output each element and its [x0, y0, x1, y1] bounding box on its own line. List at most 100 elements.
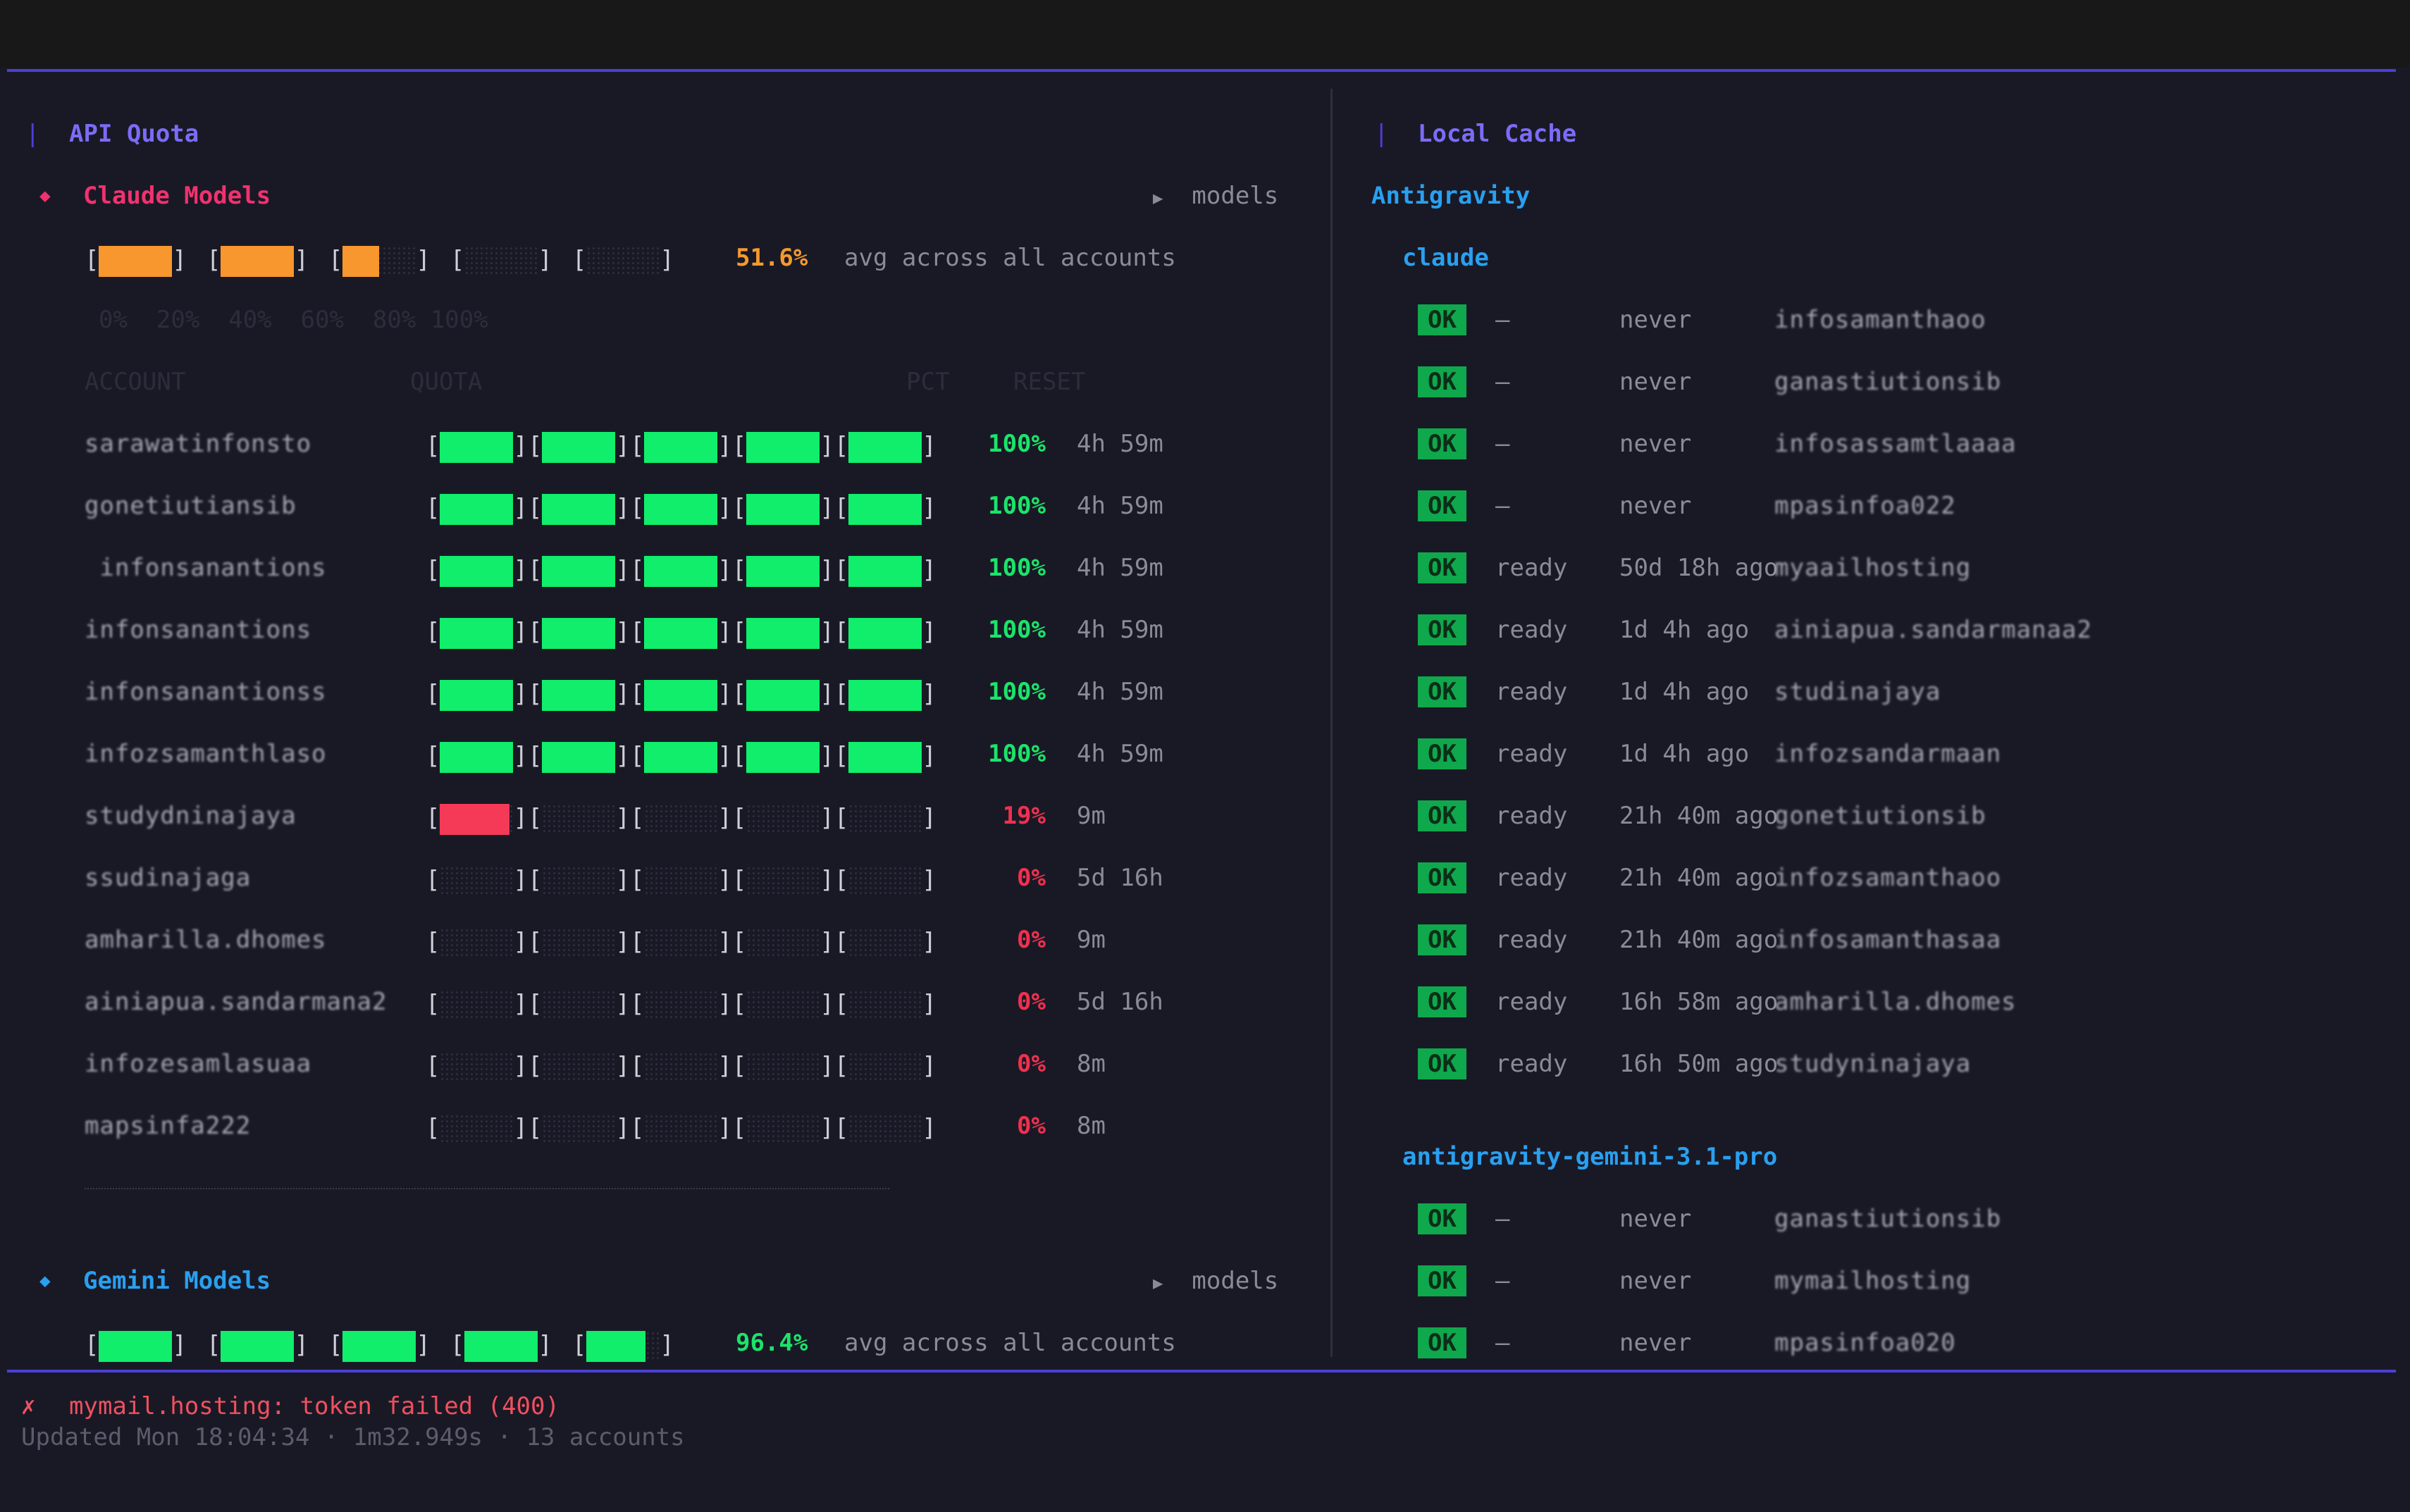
account-name: studydninajaya — [85, 802, 297, 830]
cache-account: mpasinfoa020 — [1774, 1329, 1956, 1357]
quota-slot — [644, 865, 718, 897]
quota-fill — [644, 741, 718, 773]
quota-fill — [746, 679, 820, 711]
bracket: [ — [426, 1052, 440, 1080]
quota-fill — [542, 493, 616, 525]
account-name: mapsinfa222 — [85, 1112, 252, 1140]
bracket: ] — [717, 432, 732, 460]
status-badge: OK — [1418, 676, 1466, 707]
status-badge: OK — [1418, 986, 1466, 1017]
bracket: ] — [922, 1114, 937, 1142]
quota-segment: [] — [731, 678, 834, 711]
cache-account: infosassamtlaaaa — [1774, 430, 2017, 458]
quota-fill — [440, 617, 514, 649]
account-reset: 4h 59m — [1077, 740, 1163, 768]
gemini-models-toggle[interactable]: ▶ models — [1153, 1265, 1278, 1299]
quota-fill — [644, 617, 718, 649]
account-reset: 9m — [1077, 802, 1106, 830]
local-cache-title: Local Cache — [1418, 120, 1577, 148]
quota-segment: [] — [528, 803, 630, 835]
status-badge: OK — [1418, 738, 1466, 769]
diamond-icon: ◆ — [39, 185, 51, 206]
bracket: [ — [426, 618, 440, 646]
cache-group-title: claude — [1402, 244, 1489, 272]
panel-divider — [1330, 89, 1333, 1357]
bracket: [ — [426, 432, 440, 460]
quota-slot — [440, 1113, 514, 1145]
quota-segment: [] — [528, 554, 630, 587]
quota-slot — [440, 927, 514, 959]
diamond-icon: ◆ — [39, 1270, 51, 1291]
quota-bar: [][][][][] — [426, 802, 937, 835]
cache-state: – — [1495, 1205, 1510, 1233]
bracket: [ — [571, 1331, 587, 1359]
bracket: [ — [629, 866, 645, 894]
cache-group-title: antigravity-gemini-3.1-pro — [1402, 1143, 1778, 1171]
quota-slot — [221, 1330, 295, 1362]
account-pct: 0% — [1017, 988, 1046, 1016]
bracket: ] — [717, 928, 732, 956]
ok-badge: OK — [1418, 614, 1466, 645]
bracket: ] — [820, 804, 834, 832]
cache-account: infosamanthasaa — [1774, 926, 2002, 954]
quota-slot — [542, 1113, 616, 1145]
models-label: models — [1192, 182, 1279, 210]
bracket: ] — [513, 556, 528, 584]
account-name: amharilla.dhomes — [85, 926, 327, 954]
account-quota: [][][][][] — [426, 738, 937, 773]
bracket: ] — [922, 618, 937, 646]
quota-segment: [] — [426, 430, 528, 463]
status-badge: OK — [1418, 304, 1466, 335]
quota-segment: [] — [572, 244, 674, 277]
bracket: [ — [450, 1331, 465, 1359]
bracket: ] — [820, 742, 834, 770]
quota-slot — [848, 1113, 922, 1145]
bracket: [ — [629, 618, 645, 646]
quota-fill — [99, 245, 173, 277]
cache-account: myaailhosting — [1774, 554, 1972, 582]
cache-state: – — [1495, 306, 1510, 334]
quota-fill — [848, 617, 922, 649]
claude-models-toggle[interactable]: ▶ models — [1153, 180, 1278, 213]
quota-segment: [] — [732, 740, 834, 773]
bracket: [ — [328, 246, 343, 274]
quota-slot — [464, 1330, 538, 1362]
quota-segment: [] — [732, 803, 834, 835]
account-quota: [][][][][] — [426, 428, 937, 463]
cache-time: 21h 40m ago — [1619, 864, 1779, 892]
quota-segment: [] — [528, 616, 630, 649]
quota-segment: [] — [426, 678, 528, 711]
bracket: ] — [615, 432, 630, 460]
quota-slot — [440, 741, 514, 773]
status-badge: OK — [1418, 1203, 1466, 1234]
bracket: [ — [731, 680, 747, 708]
quota-segment: [] — [630, 989, 732, 1021]
section-marker: | — [1374, 120, 1389, 148]
bracket: ] — [615, 1114, 630, 1142]
quota-fill — [221, 245, 295, 277]
quota-slot — [848, 741, 922, 773]
account-name: infonsanantions — [85, 616, 312, 644]
bracket: [ — [731, 990, 747, 1018]
bracket: [ — [731, 1114, 747, 1142]
account-name: infozesamlasuaa — [85, 1050, 312, 1078]
bracket: [ — [527, 928, 543, 956]
account-quota: [][][][][] — [426, 986, 937, 1021]
cache-time: 1d 4h ago — [1619, 740, 1750, 768]
ok-badge: OK — [1418, 924, 1466, 955]
account-quota: [][][][][] — [426, 614, 937, 649]
quota-fill — [440, 803, 510, 835]
bracket: ] — [294, 246, 309, 274]
quota-segment: [] — [206, 244, 309, 277]
quota-bar: [][][][][] — [426, 926, 937, 959]
cache-time: 50d 18h ago — [1619, 554, 1779, 582]
bracket: [ — [629, 742, 645, 770]
quota-slot — [440, 431, 514, 463]
quota-segment: [] — [528, 430, 630, 463]
bracket: [ — [731, 494, 747, 522]
quota-slot — [746, 1051, 820, 1083]
account-name: infonsanantions — [85, 554, 327, 582]
quota-slot — [644, 989, 718, 1021]
bracket: [ — [834, 1114, 849, 1142]
quota-bar: [][][][][] — [426, 1112, 937, 1145]
